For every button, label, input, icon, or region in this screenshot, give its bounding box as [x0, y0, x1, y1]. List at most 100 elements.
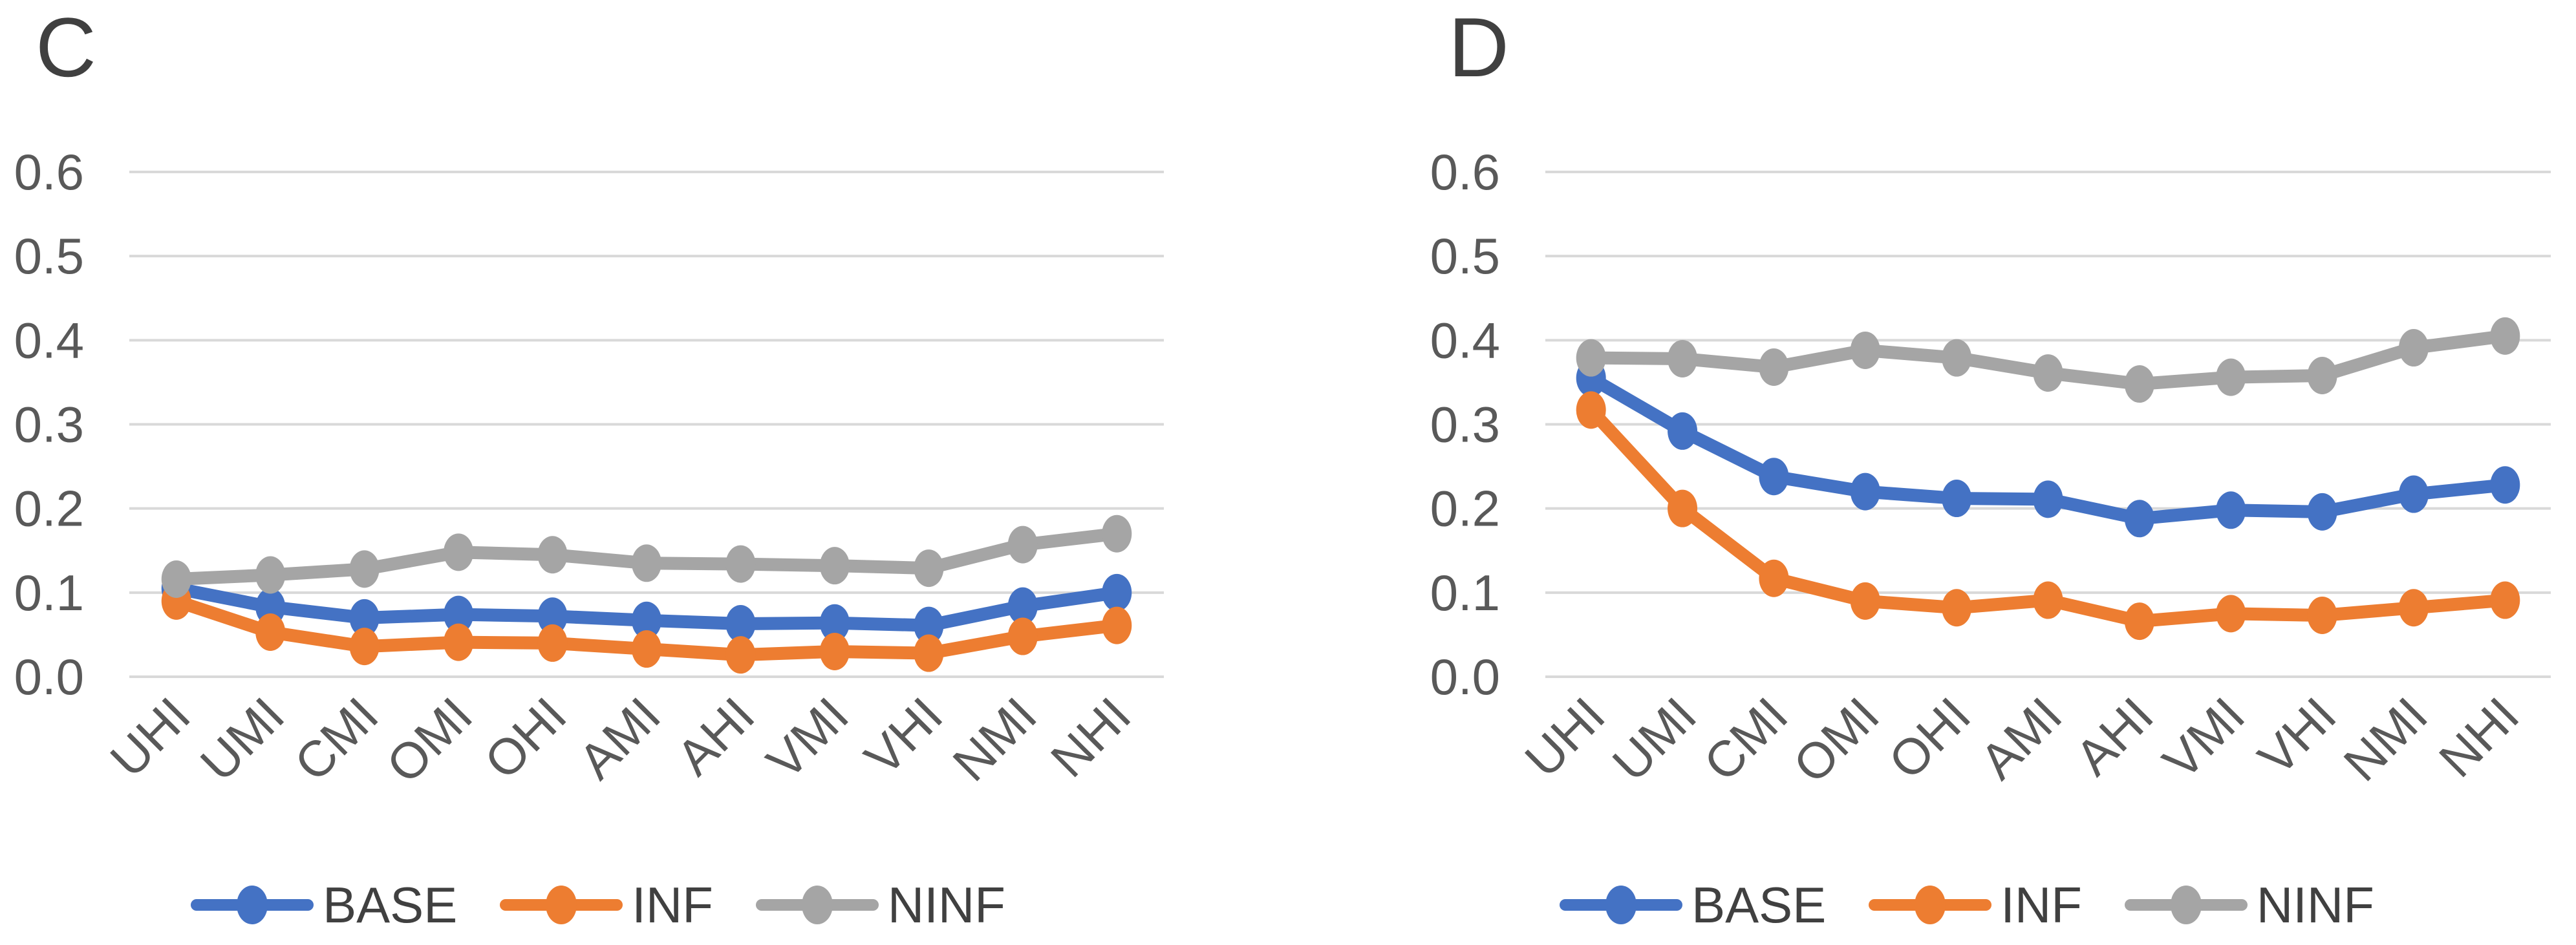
data-point-inf-ohi	[537, 624, 568, 662]
x-axis-label: NMI	[942, 686, 1047, 792]
legend-dot	[2170, 886, 2202, 924]
x-axis-label: OMI	[376, 686, 483, 794]
y-axis-tick-label: 0.2	[1430, 480, 1500, 537]
legend-item-base: BASE	[1560, 880, 1826, 930]
data-point-base-vhi	[2307, 493, 2337, 531]
x-axis-label: AMI	[1969, 686, 2072, 790]
data-point-ninf-omi	[444, 533, 474, 571]
data-point-base-ohi	[1942, 480, 1972, 518]
data-point-inf-vhi	[914, 634, 944, 672]
data-point-inf-vmi	[819, 632, 850, 670]
data-point-ninf-vmi	[2216, 358, 2246, 396]
data-point-base-omi	[1850, 472, 1880, 511]
x-axis-label: VMI	[756, 686, 859, 790]
chart-d-title: D	[1448, 0, 1509, 94]
x-axis-label: NHI	[1040, 686, 1141, 788]
data-point-inf-umi	[255, 613, 286, 652]
data-point-base-nmi	[2398, 475, 2429, 513]
x-axis-label: UHI	[100, 686, 201, 788]
y-axis-tick-label: 0.0	[1430, 648, 1500, 705]
data-point-ninf-ahi	[2124, 365, 2154, 403]
x-axis-label: AHI	[665, 686, 765, 786]
y-axis-tick-label: 0.3	[14, 396, 84, 453]
data-point-ninf-ahi	[725, 545, 756, 583]
x-axis-label: UMI	[1602, 686, 1707, 792]
data-point-inf-ahi	[2124, 602, 2154, 641]
legend-label-inf: INF	[632, 876, 713, 933]
y-axis-tick-label: 0.3	[1430, 396, 1500, 453]
data-point-ninf-uhi	[161, 560, 191, 599]
x-axis-label: CMI	[283, 686, 389, 792]
legend-dot	[1605, 886, 1637, 924]
data-point-base-vhi	[914, 606, 944, 644]
legend-dot	[1915, 886, 1946, 924]
y-axis-tick-label: 0.1	[14, 564, 84, 621]
data-point-ninf-cmi	[349, 550, 380, 588]
y-axis-tick-label: 0.6	[14, 143, 84, 200]
y-axis-tick-label: 0.5	[14, 228, 84, 284]
x-axis-label: AHI	[2065, 686, 2164, 786]
y-axis-tick-label: 0.4	[14, 312, 84, 368]
x-axis-label: NHI	[2428, 686, 2529, 788]
data-point-inf-vhi	[2307, 596, 2337, 634]
data-point-inf-vmi	[2216, 595, 2246, 633]
data-point-base-ahi	[725, 604, 756, 642]
data-point-ninf-nmi	[2398, 329, 2429, 367]
data-point-ninf-umi	[1668, 339, 1698, 377]
x-axis-label: UHI	[1514, 686, 1615, 788]
data-point-inf-ohi	[1942, 589, 1972, 627]
y-axis-tick-label: 0.0	[14, 648, 84, 705]
y-axis-tick-label: 0.4	[1430, 312, 1500, 368]
data-point-inf-nmi	[1007, 617, 1038, 655]
data-point-ninf-ami	[2033, 354, 2063, 392]
data-point-inf-umi	[1668, 489, 1698, 527]
legend-item-ninf: NINF	[2124, 876, 2374, 933]
data-point-inf-cmi	[349, 628, 380, 666]
x-axis-label: VHI	[853, 686, 953, 786]
data-point-base-nhi	[1102, 573, 1132, 611]
data-point-inf-omi	[1850, 582, 1880, 620]
data-point-base-omi	[444, 595, 474, 633]
legend-dot	[546, 886, 577, 924]
legend-label-base: BASE	[323, 876, 458, 933]
data-point-inf-ahi	[725, 636, 756, 674]
legend-item-inf: INF	[1869, 880, 2082, 930]
data-point-inf-uhi	[1576, 391, 1606, 429]
data-point-ninf-ami	[632, 544, 661, 582]
x-axis-label: VMI	[2152, 686, 2255, 790]
base-series-marker-icon	[1560, 884, 1683, 926]
base-series-marker-icon	[191, 884, 314, 926]
legend-item-ninf: NINF	[755, 876, 1005, 933]
data-point-base-ahi	[2124, 500, 2154, 538]
ninf-series-marker-icon	[2124, 884, 2248, 926]
legend-label-ninf: NINF	[2256, 876, 2374, 933]
y-axis-tick-label: 0.6	[1430, 143, 1500, 200]
data-point-ninf-vmi	[819, 547, 850, 585]
x-axis-label: OMI	[1782, 686, 1889, 794]
legend-label-ninf: NINF	[887, 876, 1005, 933]
data-point-base-cmi	[1759, 458, 1789, 496]
x-axis-label: VHI	[2247, 686, 2346, 786]
inf-series-marker-icon	[1869, 884, 1992, 926]
legend-item-inf: INF	[500, 880, 713, 930]
data-point-inf-ami	[2033, 581, 2063, 619]
data-point-inf-nmi	[2398, 589, 2429, 627]
data-point-base-nmi	[1007, 587, 1038, 625]
data-point-ninf-vhi	[914, 549, 944, 588]
x-axis-label: AMI	[568, 686, 671, 790]
data-point-inf-nhi	[1102, 606, 1132, 644]
data-point-ninf-ohi	[1942, 339, 1972, 377]
data-point-inf-nhi	[2490, 581, 2520, 619]
legend-label-base: BASE	[1691, 876, 1827, 933]
data-point-base-nhi	[2490, 466, 2520, 504]
data-point-ninf-vhi	[2307, 357, 2337, 395]
ninf-series-marker-icon	[755, 884, 879, 926]
legend-item-base: BASE	[191, 880, 457, 930]
chart-c-legend: BASE INF NINF	[0, 874, 1196, 936]
data-point-ninf-omi	[1850, 331, 1880, 369]
data-point-inf-omi	[444, 623, 474, 661]
data-point-base-vmi	[2216, 491, 2246, 529]
legend-label-inf: INF	[2001, 876, 2082, 933]
x-axis-label: OHI	[1878, 686, 1981, 790]
